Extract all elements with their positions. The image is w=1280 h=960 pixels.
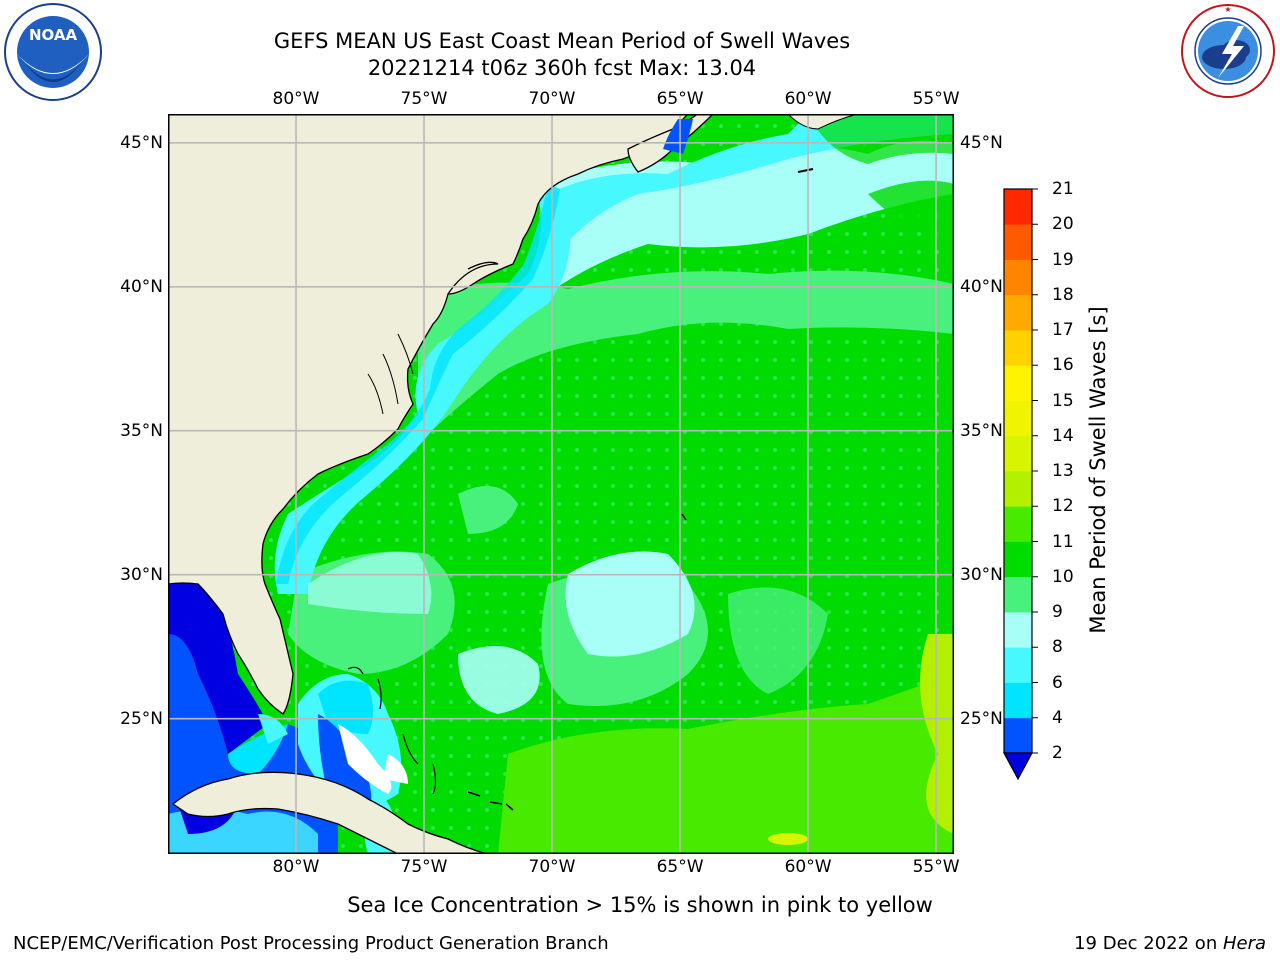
lon-label: 55°W (912, 857, 960, 877)
colorbar-tick-label: 16 (1052, 355, 1074, 376)
lon-label: 80°W (272, 89, 320, 109)
colorbar-segment (1004, 294, 1032, 331)
colorbar-tick-label: 2 (1052, 743, 1063, 763)
colorbar-tick-label: 10 (1052, 566, 1074, 587)
land-cuba (171, 771, 489, 854)
noaa-logo-text: NOAA (29, 26, 78, 44)
map-subtitle: 20221214 t06z 360h fcst Max: 13.04 (367, 56, 757, 80)
colorbar-tick-label: 20 (1052, 214, 1074, 235)
date-text: 19 Dec 2022 on (1074, 933, 1223, 954)
lon-label: 60°W (784, 89, 832, 109)
lon-label: 75°W (400, 857, 448, 877)
svg-text:★: ★ (1224, 5, 1231, 14)
lon-label: 80°W (272, 857, 320, 877)
lat-label: 25°N (120, 708, 163, 729)
swell-region-8-9s-central (565, 551, 695, 657)
colorbar-segment (1004, 224, 1032, 260)
colorbar-segment (1004, 259, 1032, 296)
lon-label: 60°W (784, 857, 832, 877)
credit-text: NCEP/EMC/Verification Post Processing Pr… (13, 933, 609, 954)
colorbar-tick-label: 9 (1052, 602, 1063, 622)
lat-label: 35°N (960, 420, 1003, 441)
colorbar-tick-label: 15 (1052, 390, 1074, 411)
lon-label: 55°W (912, 89, 960, 109)
colorbar-segment (1004, 471, 1032, 507)
colorbar-segment (1004, 365, 1032, 401)
colorbar-tick-label: 4 (1052, 707, 1063, 728)
colorbar-extend-arrow (1002, 752, 1034, 781)
lon-label: 65°W (656, 857, 704, 877)
shallow-bank-mask (338, 724, 392, 794)
colorbar-tick-label: 11 (1052, 531, 1074, 552)
colorbar-tick-label: 18 (1052, 284, 1074, 305)
lat-label: 25°N (960, 708, 1003, 729)
map-title: GEFS MEAN US East Coast Mean Period of S… (273, 29, 851, 53)
lat-label: 35°N (120, 420, 163, 441)
colorbar-tick-label: 6 (1052, 672, 1063, 693)
lon-label: 65°W (656, 89, 704, 109)
lat-label: 45°N (120, 132, 163, 153)
colorbar-segment (1004, 647, 1032, 683)
colorbar-tick-label: 21 (1052, 179, 1074, 199)
colorbar-segment (1004, 435, 1032, 472)
lat-label: 30°N (120, 564, 163, 585)
colorbar-tick-label: 17 (1052, 320, 1074, 340)
lat-label: 40°N (960, 276, 1003, 297)
lat-label: 40°N (120, 276, 163, 297)
map-frame (168, 114, 954, 854)
map-gridlines (168, 114, 954, 854)
swell-region-12-13s (920, 634, 954, 834)
colorbar-segment (1004, 506, 1032, 542)
colorbar-segment (1004, 330, 1032, 366)
date-stamp: 19 Dec 2022 on Hera (1074, 933, 1266, 955)
colorbar-segment (1004, 612, 1032, 648)
lon-label: 75°W (400, 89, 448, 109)
colorbar-segment (1004, 682, 1032, 719)
land-north-america (168, 114, 689, 715)
colorbar (1002, 188, 1038, 781)
swell-period-map (168, 114, 954, 854)
colorbar-segment (1004, 400, 1032, 437)
colorbar-segment (1004, 717, 1032, 754)
nws-logo: ★ (1181, 4, 1275, 98)
colorbar-tick-label: 12 (1052, 496, 1074, 517)
sea-ice-note: Sea Ice Concentration > 15% is shown in … (347, 893, 933, 917)
lon-label: 70°W (528, 857, 576, 877)
noaa-logo: NOAA (4, 3, 102, 101)
colorbar-segment (1004, 189, 1032, 225)
colorbar-tick-label: 19 (1052, 249, 1074, 270)
colorbar-tick-label: 13 (1052, 461, 1074, 481)
lon-label: 70°W (528, 89, 576, 109)
colorbar-label: Mean Period of Swell Waves [s] (1086, 306, 1110, 634)
colorbar-tick-label: 8 (1052, 637, 1063, 658)
colorbar-segment (1004, 541, 1032, 578)
colorbar-tick-label: 14 (1052, 425, 1074, 446)
machine-name: Hera (1222, 933, 1266, 954)
lat-label: 45°N (960, 132, 1003, 153)
colorbar-segment (1004, 576, 1032, 613)
lat-label: 30°N (960, 564, 1003, 585)
